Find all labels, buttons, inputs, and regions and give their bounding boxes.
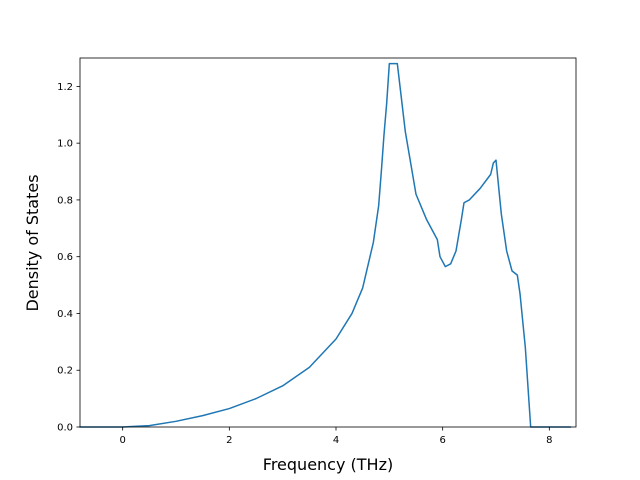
x-axis-label: Frequency (THz) <box>263 455 393 474</box>
plot-frame <box>79 57 577 428</box>
y-tick-label: 1.0 <box>57 139 73 150</box>
y-tick-label: 1.2 <box>57 82 73 93</box>
plot-area: 0 2 4 6 8 0.0 0.2 0.4 0.6 0.8 1.0 1.2 <box>57 57 577 446</box>
y-tick-label: 0.6 <box>57 252 73 263</box>
x-tick-label: 8 <box>546 435 552 446</box>
y-tick-label: 0.8 <box>57 195 73 206</box>
x-tick-label: 2 <box>226 435 232 446</box>
y-tick-label: 0.0 <box>57 423 73 434</box>
x-tick-label: 0 <box>119 435 125 446</box>
x-tick-label: 6 <box>439 435 445 446</box>
y-axis-label: Density of States <box>23 174 42 311</box>
dos-series-line <box>79 62 572 428</box>
x-tick-label: 4 <box>333 435 339 446</box>
y-tick-label: 0.4 <box>57 309 73 320</box>
y-tick-label: 0.2 <box>57 366 73 377</box>
